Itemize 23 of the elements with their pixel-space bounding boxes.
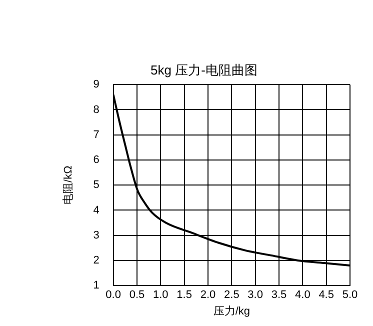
y-tick-label: 6 <box>93 154 100 166</box>
y-axis-title: 电阻/kΩ <box>62 166 75 204</box>
y-tick-label: 2 <box>93 254 100 267</box>
x-tick-label: 0.5 <box>129 289 145 302</box>
chart-title: 5kg 压力-电阻曲图 <box>150 62 258 78</box>
y-tick-label: 3 <box>93 229 100 242</box>
x-axis-title: 压力/kg <box>213 304 250 318</box>
x-tick-label: 0.0 <box>106 289 121 302</box>
y-tick-label: 7 <box>93 128 100 141</box>
x-tick-label: 3.0 <box>248 289 263 302</box>
y-tick-label: 8 <box>93 104 100 116</box>
x-tick-label: 2.0 <box>200 289 216 302</box>
y-tick-label: 5 <box>93 179 100 192</box>
x-tick-label: 5.0 <box>342 289 358 302</box>
x-tick-label: 4.5 <box>318 289 334 302</box>
x-tick-label: 4.0 <box>295 289 310 302</box>
x-tick-label: 2.5 <box>224 289 240 302</box>
y-tick-label: 4 <box>93 204 100 216</box>
x-tick-label: 1.0 <box>153 289 168 302</box>
x-tick-label: 3.5 <box>271 289 287 302</box>
y-tick-label: 9 <box>93 78 100 91</box>
y-tick-label: 1 <box>93 280 100 292</box>
x-tick-label: 1.5 <box>176 289 192 302</box>
